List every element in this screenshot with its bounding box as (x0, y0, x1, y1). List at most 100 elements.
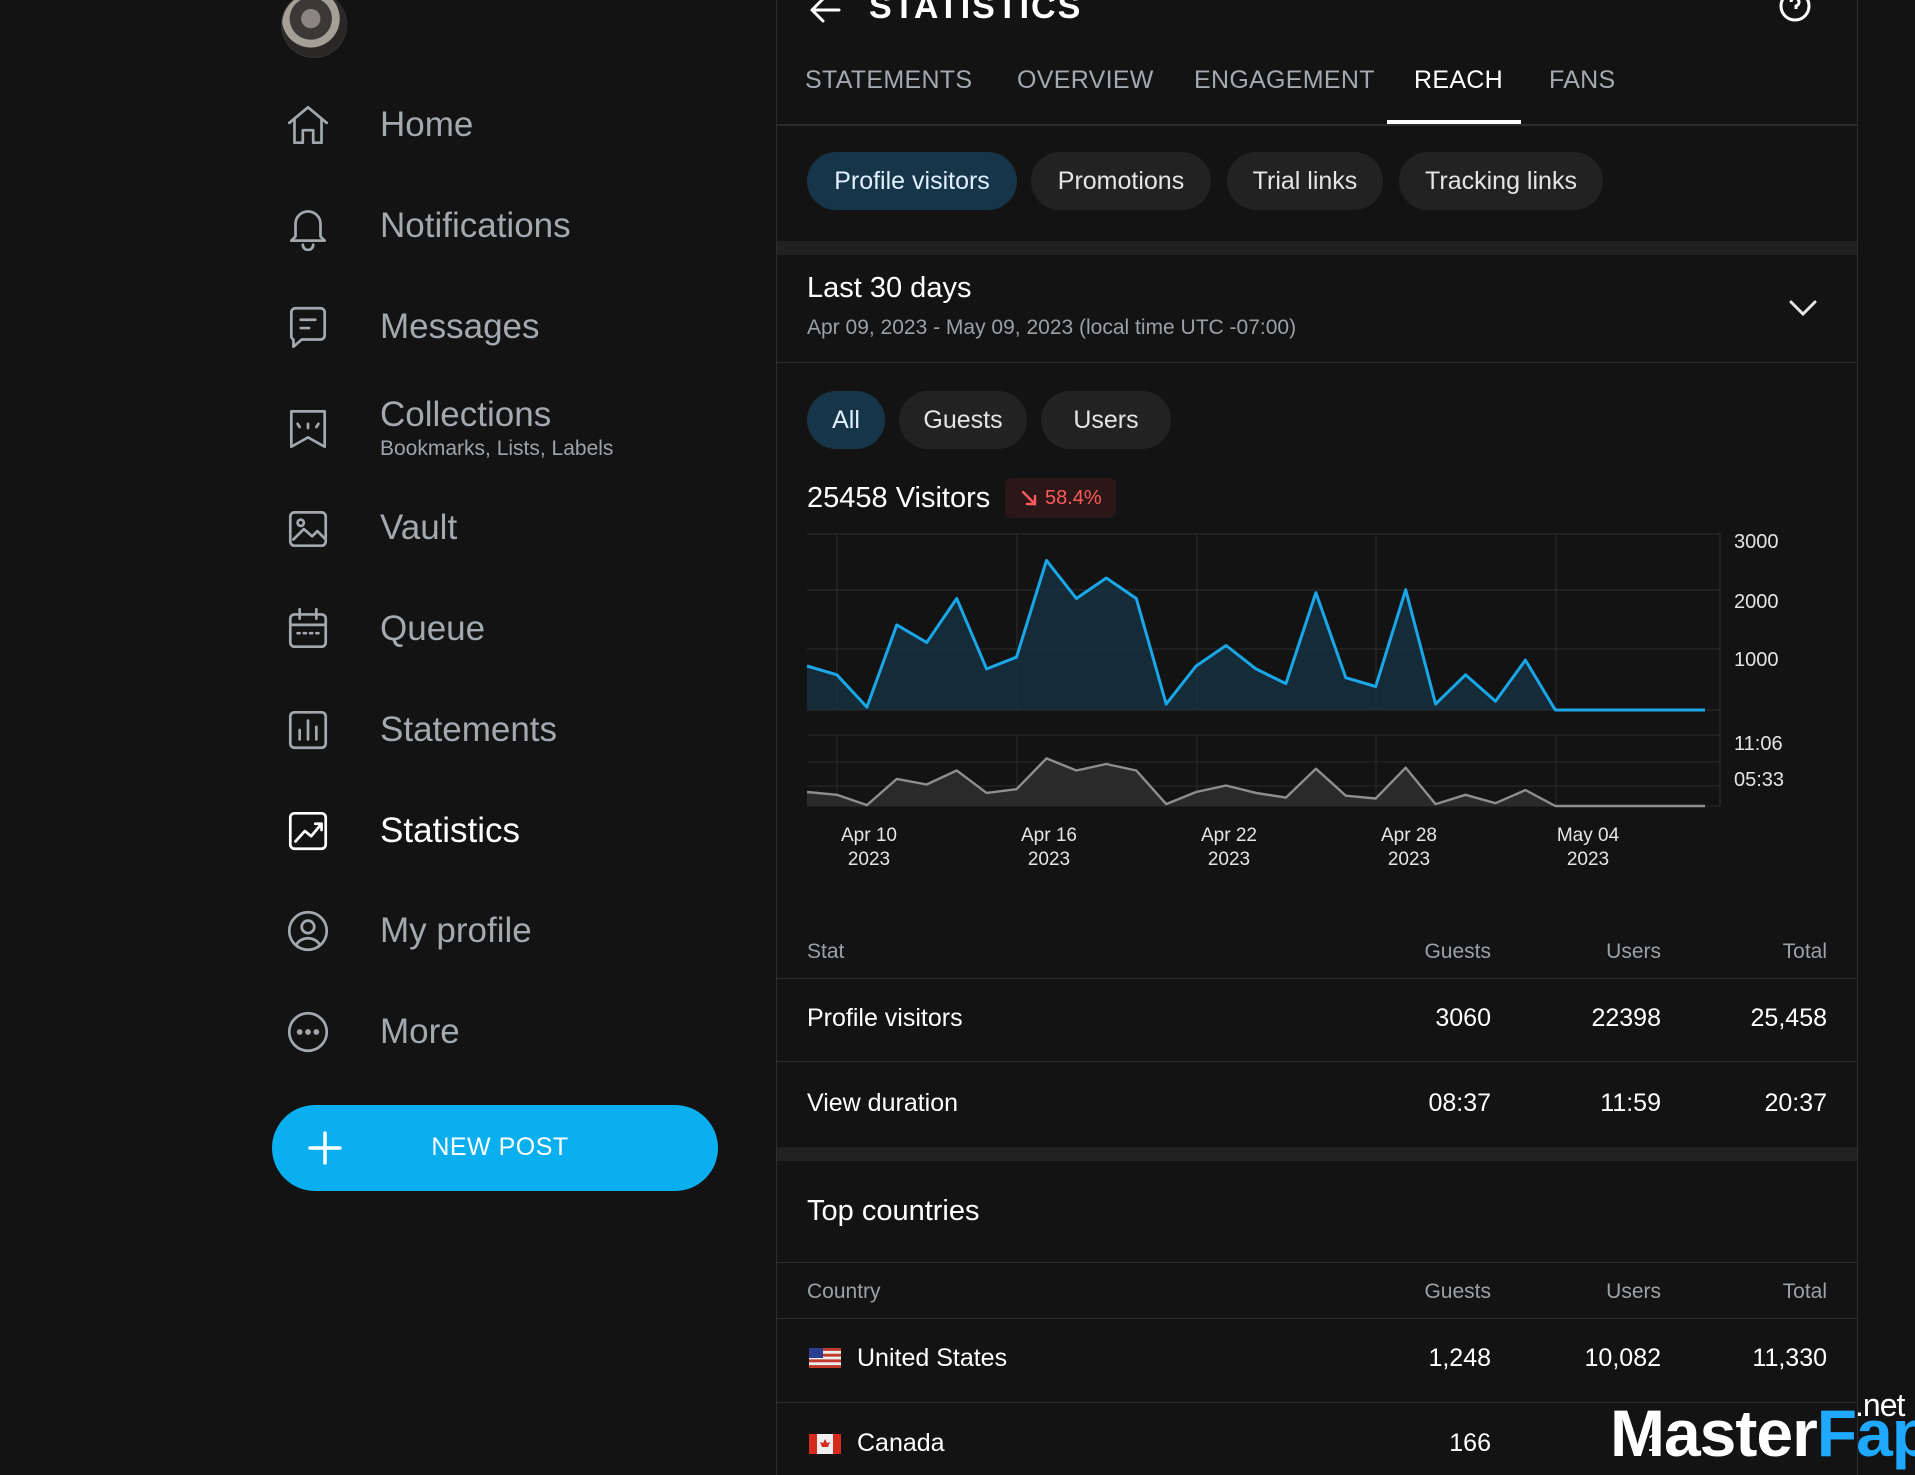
tab-reach[interactable]: REACH (1414, 66, 1504, 94)
country-name: Canada (857, 1429, 945, 1457)
sidebar-item-my-profile[interactable]: My profile (280, 891, 740, 971)
image-icon (280, 500, 336, 556)
table-header-guests: Guests (1424, 1280, 1491, 1303)
back-arrow-icon[interactable] (805, 0, 845, 30)
collections-icon (280, 400, 336, 456)
table-cell: 10,082 (1584, 1344, 1661, 1372)
watermark-suffix: .net (1855, 1387, 1905, 1423)
chip-tracking-links[interactable]: Tracking links (1399, 152, 1603, 210)
sidebar-item-notifications[interactable]: Notifications (280, 186, 740, 266)
table-header-users: Users (1606, 940, 1661, 963)
help-icon[interactable] (1775, 0, 1815, 28)
divider (777, 978, 1857, 979)
x-tick-label: Apr 10 2023 (841, 825, 897, 870)
calendar-icon (280, 601, 336, 657)
table-row-label: View duration (807, 1089, 959, 1117)
country-name: United States (857, 1344, 1008, 1372)
chip-promotions[interactable]: Promotions (1031, 152, 1211, 210)
table-cell: 1,248 (1428, 1344, 1491, 1372)
table-cell: 08:37 (1428, 1089, 1491, 1117)
tab-statements[interactable]: STATEMENTS (805, 66, 973, 94)
tab-engagement[interactable]: ENGAGEMENT (1194, 66, 1375, 94)
sidebar-item-label: More (380, 1012, 460, 1051)
visitors-line (806, 558, 1705, 712)
divider (777, 1262, 1857, 1263)
sidebar-item-sublabel: Bookmarks, Lists, Labels (380, 437, 614, 460)
message-icon (280, 299, 336, 355)
tab-overview[interactable]: OVERVIEW (1017, 66, 1154, 94)
bar-chart-icon (280, 702, 336, 758)
table-cell: 1 (1647, 1429, 1661, 1457)
us-flag-icon (809, 1348, 841, 1368)
trend-down-icon (1021, 490, 1037, 506)
table-cell: 20:37 (1764, 1089, 1827, 1117)
active-tab-indicator (1387, 120, 1521, 124)
chip-profile-visitors[interactable]: Profile visitors (807, 152, 1017, 210)
table-cell: 3060 (1435, 1004, 1491, 1032)
tab-bar: STATEMENTS OVERVIEW ENGAGEMENT REACH FAN… (777, 52, 1857, 126)
page-title: STATISTICS (869, 0, 1083, 26)
avatar[interactable] (281, 0, 347, 58)
watermark-accent: Fap (1816, 1396, 1915, 1470)
sidebar-item-label: Notifications (380, 206, 571, 245)
visitors-count: 25458 Visitors (807, 482, 991, 514)
x-tick-label: Apr 28 2023 (1381, 825, 1437, 870)
divider (777, 1061, 1857, 1062)
y-tick-label: 1000 (1734, 649, 1779, 671)
y-tick-label: 2000 (1734, 591, 1779, 613)
y-tick-label: 3000 (1734, 531, 1779, 553)
section-divider (777, 1147, 1857, 1161)
filter-all[interactable]: All (807, 391, 885, 449)
sidebar-item-label: Home (380, 105, 474, 144)
plus-icon (308, 1131, 342, 1165)
chevron-down-icon[interactable] (1785, 296, 1821, 320)
tab-fans[interactable]: FANS (1549, 66, 1616, 94)
table-header-stat: Stat (807, 940, 845, 963)
sidebar-item-home[interactable]: Home (280, 85, 740, 165)
top-countries-title: Top countries (807, 1195, 980, 1227)
profile-icon (280, 903, 336, 959)
sidebar-item-statistics[interactable]: Statistics (280, 791, 740, 871)
sidebar-item-messages[interactable]: Messages (280, 287, 740, 367)
sidebar-item-queue[interactable]: Queue (280, 589, 740, 669)
table-cell: 11:59 (1600, 1089, 1661, 1117)
table-header-total: Total (1782, 940, 1827, 963)
table-cell: 166 (1449, 1429, 1491, 1457)
sidebar-item-label: Collections Bookmarks, Lists, Labels (380, 395, 614, 460)
table-cell: 25,458 (1750, 1004, 1827, 1032)
filter-guests[interactable]: Guests (899, 391, 1027, 449)
x-tick-label: May 04 2023 (1557, 825, 1620, 870)
duration-tick-label: 05:33 (1734, 769, 1784, 791)
x-tick-label: Apr 22 2023 (1201, 825, 1257, 870)
filter-users[interactable]: Users (1041, 391, 1171, 449)
table-row-label: Profile visitors (807, 1004, 963, 1032)
chip-trial-links[interactable]: Trial links (1227, 152, 1383, 210)
home-icon (280, 97, 336, 153)
table-cell: 22398 (1591, 1004, 1661, 1032)
watermark-logo: MasterFap .net (1610, 1387, 1915, 1471)
sidebar-item-more[interactable]: More (280, 992, 740, 1072)
sidebar-item-label: Queue (380, 609, 486, 648)
table-header-guests: Guests (1424, 940, 1491, 963)
date-range-title[interactable]: Last 30 days (807, 272, 972, 304)
sidebar-item-vault[interactable]: Vault (280, 488, 740, 568)
table-header-country: Country (807, 1280, 881, 1303)
sidebar-item-label: My profile (380, 911, 532, 950)
sidebar-item-label: Messages (380, 307, 540, 346)
visitors-chart: 3000 2000 1000 11:06 05:33 Apr 10 2023 Apr 16 20… (806, 531, 1784, 870)
change-badge: 58.4% (1005, 478, 1116, 518)
change-value: 58.4% (1045, 486, 1102, 509)
sidebar-item-collections[interactable]: Collections Bookmarks, Lists, Labels (280, 388, 740, 468)
duration-area (807, 758, 1705, 806)
table-header-total: Total (1782, 1280, 1827, 1303)
table-header-users: Users (1606, 1280, 1661, 1303)
visitors-area (807, 560, 1705, 710)
divider (777, 362, 1857, 363)
new-post-button[interactable]: NEW POST (272, 1105, 718, 1191)
divider (777, 1402, 1857, 1403)
more-icon (280, 1004, 336, 1060)
watermark-main: Master (1610, 1396, 1818, 1470)
divider (777, 1318, 1857, 1319)
sidebar-item-statements[interactable]: Statements (280, 690, 740, 770)
sidebar-item-label: Statements (380, 710, 558, 749)
